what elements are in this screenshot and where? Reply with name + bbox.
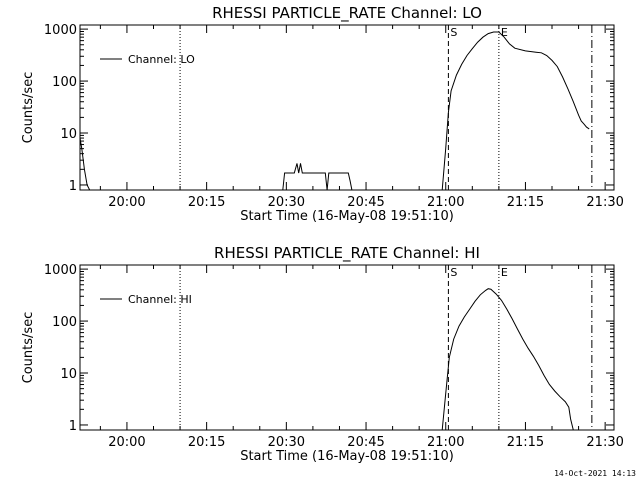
x-axis-label: Start Time (16-May-08 19:51:10) xyxy=(240,209,454,224)
footer-timestamp: 14-Oct-2021 14:13 xyxy=(554,469,636,478)
series-line-segment xyxy=(282,163,353,191)
plot-frame xyxy=(79,24,615,191)
series-line-segment xyxy=(441,288,574,431)
x-axis-label: Start Time (16-May-08 19:51:10) xyxy=(240,449,454,464)
x-tick-label: 21:00 xyxy=(427,435,464,450)
y-tick-label: 10 xyxy=(60,367,77,382)
marker-label: S xyxy=(450,26,457,39)
chart-title: RHESSI PARTICLE_RATE Channel: LO xyxy=(212,4,482,23)
legend-label: Channel: HI xyxy=(128,293,192,306)
legend-label: Channel: LO xyxy=(128,53,195,66)
x-tick-label: 20:00 xyxy=(108,195,145,210)
x-tick-label: 21:30 xyxy=(586,435,623,450)
x-tick-label: 20:30 xyxy=(268,195,305,210)
marker-label: S xyxy=(450,266,457,279)
y-axis-label: Counts/sec xyxy=(21,72,36,144)
marker-label: E xyxy=(501,266,508,279)
y-tick-label: 1 xyxy=(69,419,77,434)
y-axis-label: Counts/sec xyxy=(21,312,36,384)
chart-title: RHESSI PARTICLE_RATE Channel: HI xyxy=(214,244,480,263)
x-tick-label: 21:15 xyxy=(507,435,544,450)
x-tick-label: 21:30 xyxy=(586,195,623,210)
x-tick-label: 20:00 xyxy=(108,435,145,450)
x-tick-label: 21:15 xyxy=(507,195,544,210)
x-tick-label: 20:30 xyxy=(268,435,305,450)
x-tick-label: 20:45 xyxy=(347,435,384,450)
marker-label: E xyxy=(501,26,508,39)
y-tick-label: 100 xyxy=(52,75,77,90)
x-tick-label: 20:15 xyxy=(188,435,225,450)
plot-frame xyxy=(79,264,615,431)
y-tick-label: 1000 xyxy=(44,23,77,38)
x-tick-label: 21:00 xyxy=(427,195,464,210)
y-tick-label: 1000 xyxy=(44,263,77,278)
series-line-segment xyxy=(79,137,91,191)
x-tick-label: 20:45 xyxy=(347,195,384,210)
x-tick-label: 20:15 xyxy=(188,195,225,210)
y-tick-label: 1 xyxy=(69,179,77,194)
y-tick-label: 100 xyxy=(52,315,77,330)
series-line-segment xyxy=(441,31,590,191)
y-tick-label: 10 xyxy=(60,127,77,142)
